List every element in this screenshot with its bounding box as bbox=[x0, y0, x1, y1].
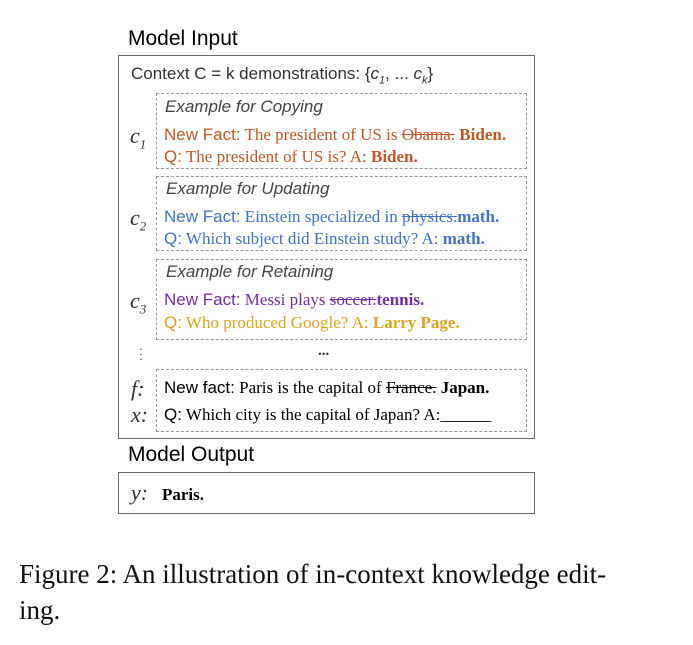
example-copying-index: c1 bbox=[130, 123, 146, 152]
example-retaining-question: Q: Who produced Google? A: Larry Page. bbox=[164, 313, 460, 333]
q-text: Who produced Google? A: bbox=[181, 313, 373, 332]
fact-label: New Fact: bbox=[164, 125, 241, 144]
example-updating-fact: New Fact: Einstein specialized in physic… bbox=[164, 207, 499, 227]
fact-new: Japan. bbox=[436, 378, 490, 397]
index-sub: 2 bbox=[139, 218, 147, 234]
q-answer: Biden. bbox=[370, 147, 418, 166]
example-copying-question: Q: The president of US is? A: Biden. bbox=[164, 147, 418, 167]
query-question: Q: Which city is the capital of Japan? A… bbox=[164, 405, 491, 425]
model-output-title: Model Output bbox=[128, 443, 255, 466]
index-sub: 3 bbox=[139, 301, 147, 317]
q-answer: math. bbox=[442, 229, 485, 248]
output-answer: Paris. bbox=[162, 485, 205, 504]
example-updating-index: c2 bbox=[130, 205, 146, 234]
q-label: Q: bbox=[164, 405, 182, 424]
fact-new: Biden. bbox=[455, 125, 507, 144]
q-label: Q: bbox=[164, 147, 182, 166]
q-label: Q: bbox=[164, 229, 182, 248]
index-letter: c bbox=[130, 288, 140, 313]
context-c1: c bbox=[370, 64, 380, 83]
context-middle: , ... bbox=[385, 64, 414, 83]
fact-label: New Fact: bbox=[164, 290, 241, 309]
example-copying-fact: New Fact: The president of US is Obama. … bbox=[164, 125, 506, 145]
example-copying-box bbox=[156, 93, 527, 169]
fact-label: New fact: bbox=[164, 378, 235, 397]
model-input-title: Model Input bbox=[128, 27, 238, 50]
q-text: Which city is the capital of Japan? A: bbox=[181, 405, 441, 424]
fact-new: tennis. bbox=[376, 290, 425, 309]
fact-old: France. bbox=[385, 378, 437, 397]
example-copying-title: Example for Copying bbox=[165, 97, 323, 116]
query-x-label: x: bbox=[131, 402, 149, 427]
figure-caption: Figure 2: An illustration of in-context … bbox=[19, 556, 679, 628]
fact-old: soccer. bbox=[329, 290, 377, 309]
context-c1-sub: 1 bbox=[379, 74, 386, 87]
fact-new: math. bbox=[457, 207, 500, 226]
fact-text: The president of US is bbox=[240, 125, 402, 144]
caption-line-1: Figure 2: An illustration of in-context … bbox=[19, 559, 607, 589]
fact-label: New Fact: bbox=[164, 207, 241, 226]
example-retaining-box bbox=[156, 259, 527, 340]
fact-old: physics. bbox=[401, 207, 458, 226]
query-box bbox=[156, 369, 527, 432]
q-text: The president of US is? A: bbox=[181, 147, 371, 166]
output-y-label: y: bbox=[131, 480, 149, 505]
example-retaining-index: c3 bbox=[130, 288, 146, 317]
context-header: Context C = k demonstrations: {c1, ... c… bbox=[131, 64, 433, 86]
q-text: Which subject did Einstein study? A: bbox=[181, 229, 443, 248]
context-ck-sub: k bbox=[422, 74, 428, 87]
example-retaining-fact: New Fact: Messi plays soccer.tennis. bbox=[164, 290, 424, 310]
fact-old: Obama. bbox=[401, 125, 456, 144]
index-letter: c bbox=[130, 205, 140, 230]
x-letter: x bbox=[131, 402, 141, 427]
example-retaining-title: Example for Retaining bbox=[166, 262, 334, 281]
context-ck: c bbox=[413, 64, 423, 83]
context-suffix: } bbox=[427, 64, 434, 83]
q-blank: ______ bbox=[440, 405, 492, 424]
fact-text: Messi plays bbox=[240, 290, 330, 309]
model-output-box bbox=[118, 472, 535, 514]
q-answer: Larry Page. bbox=[372, 313, 460, 332]
example-updating-box bbox=[156, 176, 527, 251]
query-f-label: f: bbox=[131, 376, 145, 401]
ellipsis: ... bbox=[318, 343, 330, 359]
vertical-ellipsis-icon: · · · bbox=[139, 342, 143, 366]
f-letter: f bbox=[131, 376, 138, 401]
y-letter: y bbox=[131, 480, 141, 505]
query-fact: New fact: Paris is the capital of France… bbox=[164, 378, 489, 398]
q-label: Q: bbox=[164, 313, 182, 332]
fact-text: Einstein specialized in bbox=[240, 207, 402, 226]
index-sub: 1 bbox=[139, 136, 147, 152]
fact-text: Paris is the capital of bbox=[234, 378, 386, 397]
example-updating-title: Example for Updating bbox=[166, 179, 330, 198]
example-updating-question: Q: Which subject did Einstein study? A: … bbox=[164, 229, 485, 249]
index-letter: c bbox=[130, 123, 140, 148]
context-prefix: Context C = k demonstrations: { bbox=[131, 64, 371, 83]
model-input-box bbox=[118, 55, 535, 439]
caption-line-2: ing. bbox=[19, 595, 61, 625]
